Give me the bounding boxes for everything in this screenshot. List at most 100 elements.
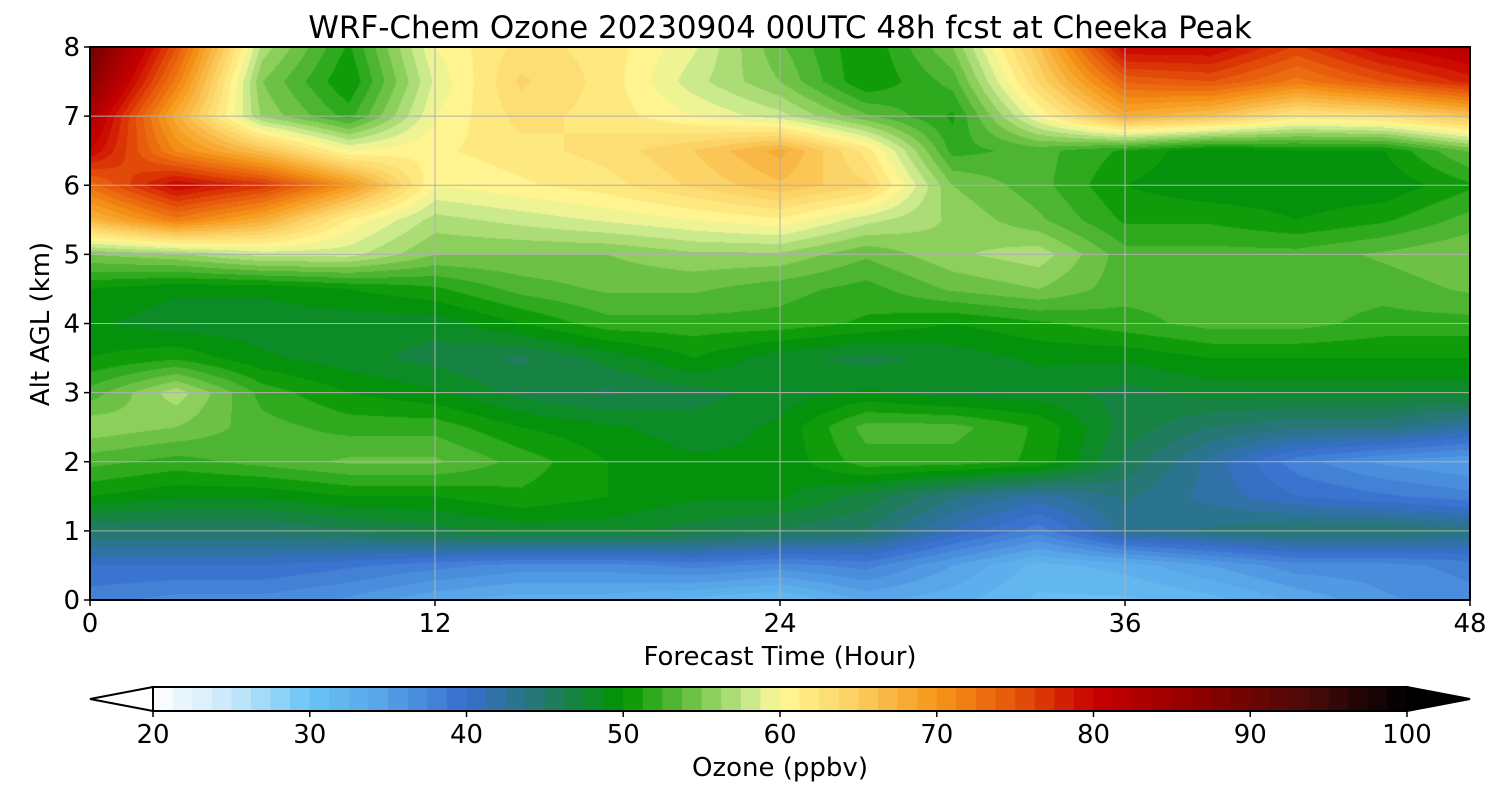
colorbar-swatch bbox=[309, 687, 330, 711]
colorbar-swatch bbox=[1191, 687, 1212, 711]
colorbar-swatch bbox=[564, 687, 585, 711]
y-tick-label: 4 bbox=[63, 310, 80, 340]
colorbar-swatch bbox=[388, 687, 409, 711]
colorbar-tick-label: 100 bbox=[1382, 720, 1432, 750]
plot-area bbox=[89, 46, 1471, 601]
colorbar-swatch bbox=[250, 687, 272, 711]
colorbar-swatch bbox=[1113, 687, 1134, 711]
colorbar-swatch bbox=[956, 687, 977, 711]
colorbar-max-extend bbox=[1406, 685, 1471, 713]
colorbar-swatch bbox=[290, 687, 311, 711]
colorbar-tick-label: 50 bbox=[607, 720, 640, 750]
colorbar-swatches bbox=[153, 687, 1408, 711]
colorbar-swatch bbox=[877, 687, 899, 711]
chart-title: WRF-Chem Ozone 20230904 00UTC 48h fcst a… bbox=[308, 10, 1252, 46]
colorbar-swatch bbox=[505, 687, 526, 711]
colorbar-swatch bbox=[760, 687, 781, 711]
colorbar-swatch bbox=[544, 687, 566, 711]
colorbar-swatch bbox=[270, 687, 291, 711]
colorbar-swatch bbox=[740, 687, 762, 711]
colorbar-swatch bbox=[1034, 687, 1055, 711]
colorbar-swatch bbox=[1309, 687, 1330, 711]
colorbar-swatch bbox=[819, 687, 840, 711]
colorbar-swatch bbox=[466, 687, 487, 711]
colorbar-swatch bbox=[1054, 687, 1075, 711]
colorbar-tick-label: 80 bbox=[1077, 720, 1110, 750]
y-tick-label: 8 bbox=[63, 33, 80, 63]
colorbar-swatch bbox=[1387, 687, 1408, 711]
colorbar-swatch bbox=[1152, 687, 1173, 711]
colorbar-swatch bbox=[1073, 687, 1095, 711]
colorbar-swatch bbox=[1348, 687, 1369, 711]
y-tick-label: 7 bbox=[63, 102, 80, 132]
colorbar-swatch bbox=[329, 687, 350, 711]
colorbar-tick-label: 60 bbox=[763, 720, 796, 750]
colorbar-min-extend bbox=[89, 685, 154, 713]
colorbar-swatch bbox=[153, 687, 174, 711]
colorbar-swatch bbox=[407, 687, 428, 711]
colorbar-swatch bbox=[1250, 687, 1271, 711]
x-tick-label: 48 bbox=[1453, 609, 1486, 639]
y-axis: 0 1 2 3 4 5 6 7 8 bbox=[63, 33, 90, 616]
y-tick-label: 5 bbox=[63, 240, 80, 270]
colorbar-swatch bbox=[1093, 687, 1114, 711]
colorbar-label: Ozone (ppbv) bbox=[692, 753, 868, 783]
x-axis-label: Forecast Time (Hour) bbox=[643, 642, 916, 672]
x-axis: 0 12 24 36 48 bbox=[82, 600, 1487, 639]
colorbar-swatch bbox=[838, 687, 859, 711]
y-axis-label: Alt AGL (km) bbox=[26, 242, 56, 406]
y-tick-label: 3 bbox=[63, 379, 80, 409]
colorbar-swatch bbox=[192, 687, 213, 711]
x-tick-label: 24 bbox=[763, 609, 796, 639]
y-tick-label: 1 bbox=[63, 517, 80, 547]
colorbar-swatch bbox=[642, 687, 664, 711]
colorbar-swatch bbox=[603, 687, 624, 711]
colorbar-swatch bbox=[799, 687, 820, 711]
colorbar-swatch bbox=[995, 687, 1016, 711]
colorbar-swatch bbox=[231, 687, 252, 711]
colorbar-swatch bbox=[1171, 687, 1193, 711]
colorbar-swatch bbox=[211, 687, 232, 711]
colorbar-swatch bbox=[1269, 687, 1291, 711]
colorbar-swatch bbox=[662, 687, 683, 711]
colorbar-swatch bbox=[368, 687, 389, 711]
colorbar-tick-label: 90 bbox=[1234, 720, 1267, 750]
colorbar-ticks: 20 30 40 50 60 70 80 90 100 bbox=[136, 711, 1432, 750]
colorbar-swatch bbox=[682, 687, 703, 711]
colorbar-swatch bbox=[1367, 687, 1389, 711]
colorbar-tick-label: 70 bbox=[920, 720, 953, 750]
colorbar-swatch bbox=[172, 687, 193, 711]
colorbar-swatch bbox=[1015, 687, 1036, 711]
colorbar-swatch bbox=[721, 687, 742, 711]
colorbar-swatch bbox=[486, 687, 507, 711]
grid-lines bbox=[90, 47, 1470, 600]
y-tick-label: 0 bbox=[63, 586, 80, 616]
colorbar-swatch bbox=[427, 687, 448, 711]
colorbar-swatch bbox=[1328, 687, 1349, 711]
colorbar-swatch bbox=[348, 687, 370, 711]
colorbar-swatch bbox=[584, 687, 605, 711]
x-tick-label: 36 bbox=[1108, 609, 1141, 639]
colorbar-swatch bbox=[917, 687, 938, 711]
colorbar-tick-label: 30 bbox=[293, 720, 326, 750]
colorbar-swatch bbox=[525, 687, 546, 711]
colorbar-swatch bbox=[446, 687, 468, 711]
colorbar-swatch bbox=[975, 687, 997, 711]
colorbar-swatch bbox=[780, 687, 801, 711]
colorbar-swatch bbox=[1230, 687, 1251, 711]
colorbar-swatch bbox=[1289, 687, 1310, 711]
colorbar-swatch bbox=[1211, 687, 1232, 711]
colorbar-swatch bbox=[858, 687, 879, 711]
colorbar-swatch bbox=[1132, 687, 1153, 711]
colorbar-swatch bbox=[897, 687, 918, 711]
colorbar-swatch bbox=[623, 687, 644, 711]
y-tick-label: 2 bbox=[63, 448, 80, 478]
colorbar-tick-label: 20 bbox=[136, 720, 169, 750]
y-tick-label: 6 bbox=[63, 171, 80, 201]
colorbar-swatch bbox=[936, 687, 957, 711]
colorbar: 20 30 40 50 60 70 80 90 100 Ozone (ppbv) bbox=[89, 685, 1471, 783]
colorbar-swatch bbox=[701, 687, 722, 711]
colorbar-tick-label: 40 bbox=[450, 720, 483, 750]
x-tick-label: 0 bbox=[82, 609, 99, 639]
